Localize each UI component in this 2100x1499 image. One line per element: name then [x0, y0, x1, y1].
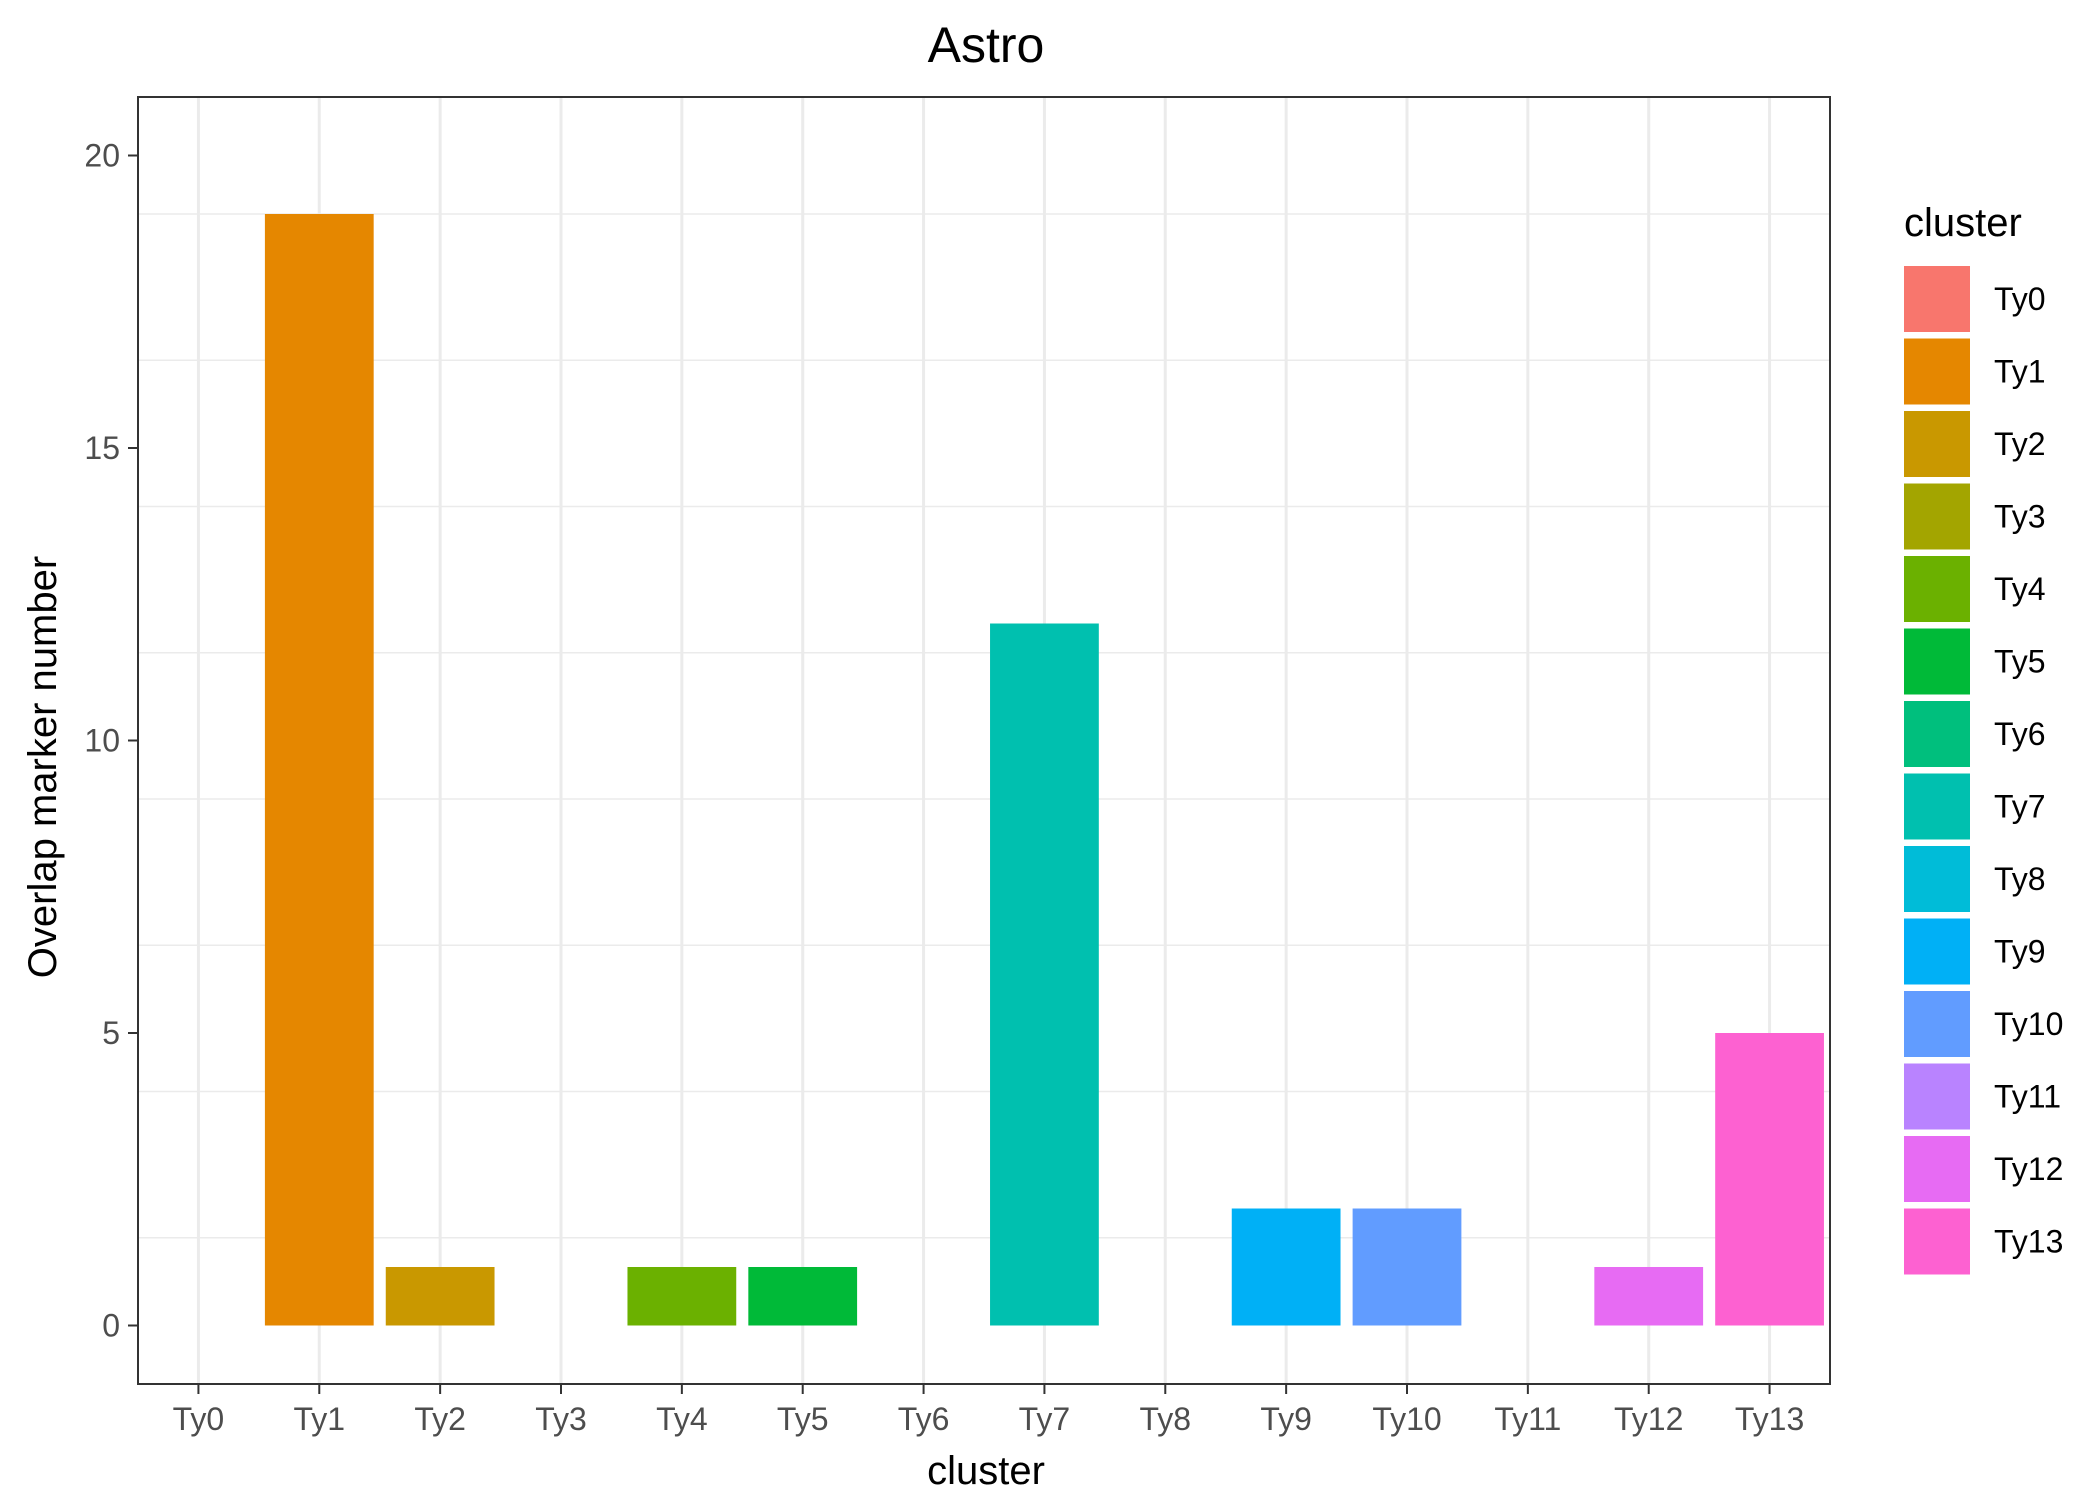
chart-title: Astro — [928, 17, 1045, 73]
x-tick-label: Ty10 — [1372, 1401, 1441, 1437]
y-tick-label: 15 — [84, 430, 120, 466]
bar-ty1 — [264, 214, 374, 1326]
plot-panel-border — [137, 96, 1831, 1385]
x-tick-label: Ty6 — [898, 1401, 950, 1437]
x-tick-label: Ty1 — [293, 1401, 345, 1437]
legend-label: Ty10 — [1994, 1006, 2063, 1042]
legend-key — [1904, 1063, 1970, 1130]
bar-ty10 — [1352, 1208, 1462, 1326]
legend-key — [1904, 701, 1970, 767]
bar-ty7 — [990, 623, 1099, 1326]
legend-key — [1904, 338, 1970, 405]
y-tick-label: 5 — [102, 1015, 120, 1051]
legend-label: Ty0 — [1994, 281, 2046, 317]
y-tick-label: 20 — [84, 138, 120, 174]
legend-key — [1904, 918, 1970, 985]
x-tick-label: Ty8 — [1139, 1401, 1191, 1437]
x-tick-label: Ty13 — [1735, 1401, 1804, 1437]
legend: cluster Ty0 Ty1 Ty2 Ty3 Ty4 Ty5 Ty6 Ty7 Ty8 Ty9 Ty… — [1904, 201, 2063, 1275]
x-tick-label: Ty3 — [535, 1401, 587, 1437]
legend-label: Ty12 — [1994, 1151, 2063, 1187]
bar-ty9 — [1231, 1208, 1341, 1326]
legend-label: Ty7 — [1994, 789, 2046, 825]
legend-title: cluster — [1904, 201, 2022, 245]
bar-ty13 — [1715, 1033, 1824, 1326]
y-axis-title: Overlap marker number — [21, 556, 65, 978]
x-tick-label: Ty9 — [1260, 1401, 1312, 1437]
x-tick-label: Ty5 — [777, 1401, 829, 1437]
legend-key — [1904, 1136, 1970, 1202]
legend-label: Ty4 — [1994, 571, 2046, 607]
legend-label: Ty5 — [1994, 644, 2046, 680]
grid-lines — [138, 97, 1830, 1385]
legend-label: Ty8 — [1994, 861, 2046, 897]
x-tick-label: Ty11 — [1494, 1401, 1561, 1437]
y-tick-label: 0 — [102, 1308, 120, 1344]
x-tick-label: Ty0 — [173, 1401, 225, 1437]
legend-label: Ty11 — [1994, 1079, 2061, 1115]
legend-key — [1904, 556, 1970, 622]
legend-key — [1904, 266, 1970, 332]
y-tick-label: 10 — [84, 723, 120, 759]
bar-ty4 — [627, 1267, 737, 1326]
legend-key — [1904, 483, 1970, 550]
y-axis-ticks: 0 5 10 15 20 — [84, 138, 138, 1344]
legend-key — [1904, 846, 1970, 912]
legend-key — [1904, 1208, 1970, 1275]
bar-ty5 — [748, 1267, 858, 1326]
legend-label: Ty3 — [1994, 499, 2046, 535]
bar-ty2 — [385, 1267, 495, 1326]
x-tick-label: Ty2 — [414, 1401, 466, 1437]
legend-label: Ty2 — [1994, 426, 2046, 462]
x-tick-label: Ty7 — [1019, 1401, 1071, 1437]
x-tick-label: Ty4 — [656, 1401, 708, 1437]
legend-label: Ty6 — [1994, 716, 2046, 752]
legend-label: Ty13 — [1994, 1224, 2063, 1260]
legend-key — [1904, 628, 1970, 695]
legend-key — [1904, 773, 1970, 840]
legend-key — [1904, 411, 1970, 477]
x-tick-label: Ty12 — [1614, 1401, 1683, 1437]
bars-group — [264, 214, 1824, 1326]
legend-key — [1904, 991, 1970, 1057]
bar-ty12 — [1594, 1267, 1704, 1326]
x-axis-ticks: Ty0 Ty1 Ty2 Ty3 Ty4 Ty5 Ty6 Ty7 Ty8 Ty9 Ty10 Ty11 Ty… — [173, 1384, 1804, 1437]
x-axis-title: cluster — [927, 1449, 1045, 1493]
legend-label: Ty1 — [1994, 354, 2046, 390]
legend-label: Ty9 — [1994, 934, 2046, 970]
